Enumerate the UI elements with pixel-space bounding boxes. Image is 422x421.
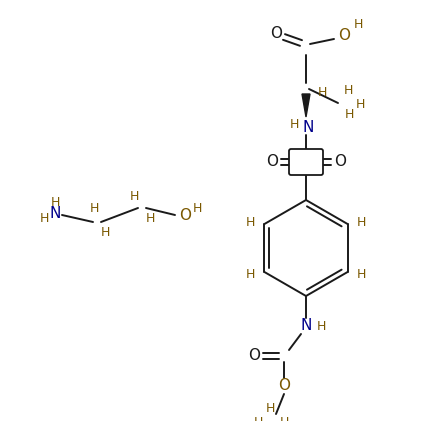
Text: N: N — [302, 120, 314, 134]
Text: H: H — [353, 19, 362, 32]
Text: H: H — [192, 202, 202, 215]
Text: H: H — [355, 99, 365, 112]
Text: H: H — [316, 320, 326, 333]
Text: H: H — [344, 109, 354, 122]
Text: H: H — [89, 203, 99, 216]
Text: O: O — [266, 155, 278, 170]
Text: O: O — [334, 155, 346, 170]
Text: H: H — [145, 213, 155, 226]
Polygon shape — [302, 94, 310, 117]
Text: N: N — [49, 206, 61, 221]
Text: H: H — [317, 85, 327, 99]
Text: O: O — [338, 27, 350, 43]
Text: H: H — [50, 197, 60, 210]
Text: O: O — [278, 378, 290, 394]
Text: H: H — [289, 118, 299, 131]
Text: H: H — [279, 416, 289, 421]
Text: H: H — [357, 216, 366, 229]
Text: H: H — [246, 267, 255, 280]
Text: H: H — [253, 416, 262, 421]
Text: H: H — [265, 402, 275, 415]
Text: H: H — [100, 226, 110, 240]
Text: H: H — [39, 213, 49, 226]
Text: O: O — [179, 208, 191, 223]
Text: N: N — [300, 319, 312, 333]
Text: H: H — [357, 267, 366, 280]
Text: H: H — [129, 189, 139, 203]
Text: H: H — [344, 85, 353, 98]
Text: H: H — [246, 216, 255, 229]
Text: O: O — [270, 26, 282, 40]
Text: O: O — [248, 349, 260, 363]
FancyBboxPatch shape — [289, 149, 323, 175]
Text: S: S — [301, 155, 311, 170]
